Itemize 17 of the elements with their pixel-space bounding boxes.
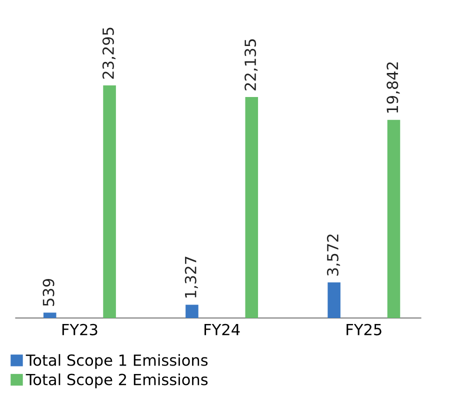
x-tick-label: FY24 <box>204 324 240 336</box>
x-tick-label: FY25 <box>346 324 382 336</box>
bar <box>387 120 400 318</box>
data-label: 22,135 <box>244 39 258 90</box>
data-label: 19,842 <box>386 62 400 113</box>
data-label: 539 <box>42 278 54 306</box>
data-label: 23,295 <box>102 28 116 79</box>
legend-label: Total Scope 2 Emissions <box>26 373 208 388</box>
bar <box>103 85 116 318</box>
bar <box>328 282 340 318</box>
bar <box>186 304 198 318</box>
x-tick-label: FY23 <box>62 324 98 336</box>
bar <box>245 96 258 318</box>
data-label: 3,572 <box>326 234 340 276</box>
data-label: 1,327 <box>184 256 198 298</box>
bar <box>43 312 56 318</box>
legend-label: Total Scope 1 Emissions <box>26 354 208 369</box>
